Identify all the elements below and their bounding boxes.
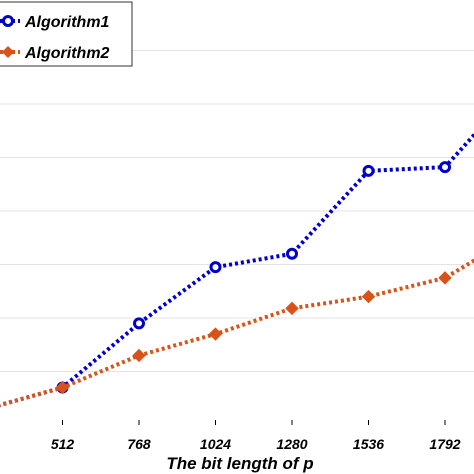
- data-point: [285, 301, 299, 316]
- grid-lines: [0, 50, 474, 372]
- data-point: [438, 271, 452, 285]
- data-point: [133, 317, 145, 330]
- data-point: [132, 348, 146, 363]
- series-layer: [0, 132, 474, 408]
- legend-item: Algorithm1: [0, 14, 110, 31]
- x-tick-label: 768: [127, 436, 151, 452]
- series-1: [0, 132, 474, 408]
- series-line: [0, 132, 474, 408]
- data-point: [209, 261, 222, 274]
- data-point: [362, 164, 375, 177]
- series-line: [0, 258, 474, 408]
- legend-label: Algorithm1: [24, 14, 110, 31]
- legend-marker: [2, 15, 14, 27]
- legend-item: Algorithm2: [0, 45, 110, 62]
- x-axis-title: The bit length of p: [166, 454, 313, 473]
- legend-box: [0, 1, 133, 67]
- legend-marker: [2, 46, 14, 58]
- data-point: [439, 161, 451, 174]
- x-tick-label: 1280: [276, 436, 307, 452]
- data-point: [286, 247, 298, 260]
- x-tick-label: 1792: [429, 436, 460, 452]
- x-tick-label: 512: [51, 436, 75, 452]
- x-tick-label: 1536: [353, 436, 384, 452]
- x-tick-label: 1024: [200, 436, 231, 452]
- data-point: [361, 289, 376, 304]
- legend-label: Algorithm2: [24, 45, 110, 62]
- legend: Algorithm1 Algorithm2: [0, 1, 133, 67]
- x-axis: 512 768 1024 1280 1536 1792: [51, 420, 461, 452]
- series-2: [0, 258, 474, 408]
- data-point: [208, 327, 223, 341]
- data-point: [55, 380, 70, 395]
